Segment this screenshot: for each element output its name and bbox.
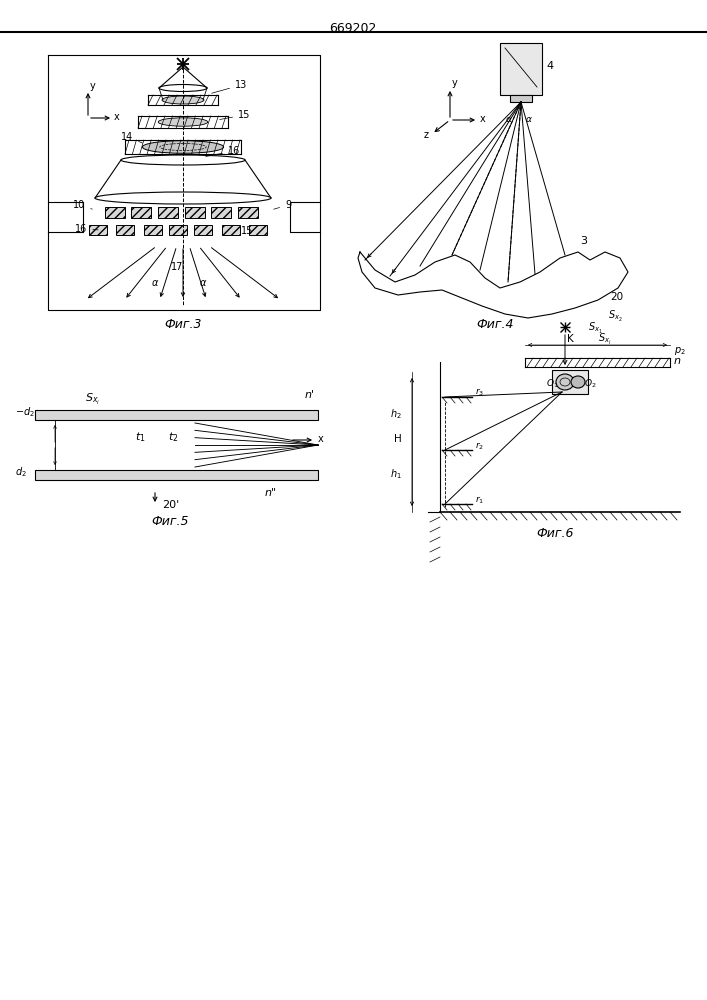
Text: $p_2$: $p_2$ <box>674 345 686 357</box>
Bar <box>238 207 258 218</box>
Text: $h_2$: $h_2$ <box>390 407 402 421</box>
Bar <box>35 410 318 420</box>
Text: Фиг.6: Фиг.6 <box>536 527 574 540</box>
Text: 4: 4 <box>546 61 553 71</box>
Text: z: z <box>424 130 429 140</box>
Text: 17: 17 <box>171 262 183 272</box>
Text: $r_3$: $r_3$ <box>475 387 484 398</box>
Bar <box>169 225 187 235</box>
Text: $t_1$: $t_1$ <box>135 430 146 444</box>
Text: $d_2$: $d_2$ <box>15 465 27 479</box>
Text: Фиг.4: Фиг.4 <box>477 318 514 331</box>
Ellipse shape <box>571 376 585 388</box>
Ellipse shape <box>162 96 204 104</box>
Bar <box>89 225 107 235</box>
Bar <box>105 207 125 218</box>
Text: $\alpha$: $\alpha$ <box>199 278 207 288</box>
Bar <box>510 95 532 102</box>
Text: $\alpha$: $\alpha$ <box>505 115 513 124</box>
Bar <box>211 207 231 218</box>
Text: 669202: 669202 <box>329 22 377 35</box>
Bar <box>144 225 162 235</box>
Text: Фиг.5: Фиг.5 <box>151 515 189 528</box>
Ellipse shape <box>142 141 223 153</box>
Text: 15: 15 <box>241 226 253 236</box>
Text: $\alpha$: $\alpha$ <box>525 115 533 124</box>
Ellipse shape <box>556 374 574 390</box>
Text: n': n' <box>305 390 315 400</box>
Text: n": n" <box>265 488 277 498</box>
Text: x: x <box>480 114 486 124</box>
Text: $t_2$: $t_2$ <box>168 430 178 444</box>
Bar <box>116 225 134 235</box>
Bar <box>131 207 151 218</box>
Text: x: x <box>318 434 324 444</box>
Text: $O_2$: $O_2$ <box>584 377 597 389</box>
Text: 9: 9 <box>274 200 291 210</box>
Bar <box>35 470 318 480</box>
Text: $O_1$: $O_1$ <box>546 377 559 389</box>
Text: 15: 15 <box>220 110 250 120</box>
Text: $-d_2$: $-d_2$ <box>15 405 35 419</box>
Text: 16: 16 <box>75 224 98 234</box>
Text: n: n <box>674 356 681 366</box>
Bar <box>249 225 267 235</box>
Text: $S_{x_1}$: $S_{x_1}$ <box>588 321 603 336</box>
Text: $h_1$: $h_1$ <box>390 467 402 481</box>
Text: y: y <box>452 78 457 88</box>
Bar <box>185 207 205 218</box>
Text: 14: 14 <box>121 132 142 143</box>
Text: $S_{x_i}$: $S_{x_i}$ <box>85 392 100 407</box>
Text: $\alpha$: $\alpha$ <box>151 278 159 288</box>
Text: $S_{x_2}$: $S_{x_2}$ <box>608 309 623 324</box>
Bar <box>552 370 588 394</box>
Text: 13: 13 <box>211 80 247 93</box>
Text: $r_2$: $r_2$ <box>475 440 484 452</box>
Text: y: y <box>90 81 95 91</box>
Bar <box>194 225 212 235</box>
Ellipse shape <box>158 118 208 126</box>
Text: K: K <box>568 334 574 344</box>
Bar <box>500 43 542 95</box>
Text: 20': 20' <box>162 500 180 510</box>
Text: 3: 3 <box>580 236 587 246</box>
Text: $S_{x_i}$: $S_{x_i}$ <box>598 332 612 347</box>
Text: $r_1$: $r_1$ <box>475 494 484 506</box>
Text: 20: 20 <box>610 292 623 302</box>
Text: Фиг.3: Фиг.3 <box>164 318 201 331</box>
Text: 16: 16 <box>206 146 240 156</box>
Bar <box>158 207 178 218</box>
Bar <box>222 225 240 235</box>
Text: 10: 10 <box>73 200 93 210</box>
Text: x: x <box>114 112 119 122</box>
Text: H: H <box>395 434 402 444</box>
